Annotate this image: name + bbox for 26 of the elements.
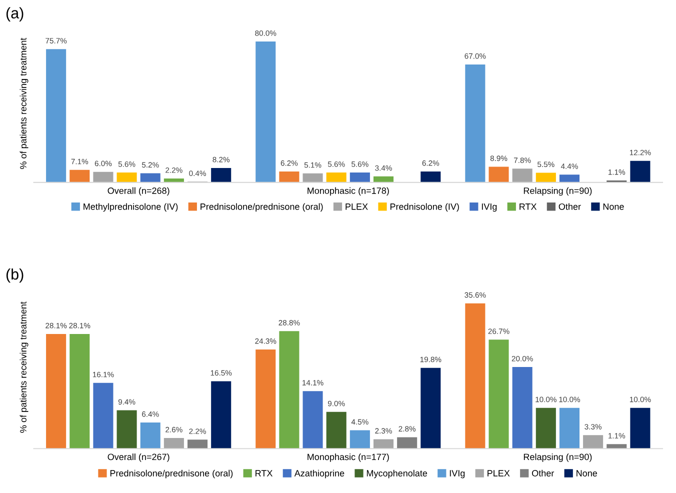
y-axis-title: % of patients receiving treatment <box>20 38 28 169</box>
legend-label: Other <box>532 470 554 476</box>
y-axis-title: % of patients receiving treatment <box>20 302 28 433</box>
legend-label: IVIg <box>450 470 465 478</box>
legend-label: Prednisolone/prednisone (oral) <box>200 203 323 212</box>
x-tick-label: Overall (n=268) <box>108 187 170 196</box>
chart-title: (a) <box>6 7 24 22</box>
chart-title: (b) <box>6 268 24 283</box>
legend-label: Methylprednisolone (IV) <box>84 203 178 212</box>
legend-label: PLEX <box>346 204 368 210</box>
legend-label: Other <box>558 203 581 210</box>
legend-label: Mycophenolate <box>366 470 428 478</box>
legend-label: None <box>576 470 598 476</box>
x-tick-label: Monophasic (n=178) <box>308 187 389 196</box>
legend-label: RTX <box>256 470 273 476</box>
legend-label: IVIg <box>482 204 497 212</box>
x-tick-label: Monophasic (n=177) <box>308 453 389 462</box>
legend-label: Azathioprine <box>294 470 344 478</box>
x-tick-label: Overall (n=267) <box>108 453 170 462</box>
legend-label: RTX <box>520 204 537 210</box>
legend-label: PLEX <box>488 470 510 476</box>
legend-label: Prednisolone (IV) <box>390 203 459 212</box>
x-tick-label: Relapsing (n=90) <box>524 453 592 462</box>
legend-label: Prednisolone/prednisone (oral) <box>110 470 233 478</box>
x-tick-label: Relapsing (n=90) <box>524 187 592 196</box>
legend-label: None <box>603 204 624 210</box>
